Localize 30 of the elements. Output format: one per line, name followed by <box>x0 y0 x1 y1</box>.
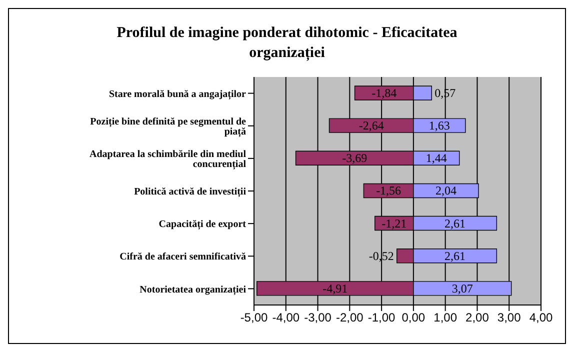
data-label: -1,56 <box>376 184 402 198</box>
data-label: -3,69 <box>342 151 368 166</box>
x-tick-label: 4,00 <box>529 310 553 325</box>
x-tick-label: 1,00 <box>434 310 458 325</box>
x-tick-label: 2,00 <box>466 310 490 325</box>
data-label: -2,64 <box>358 118 384 133</box>
y-tick-label: Adaptarea la schimbările din mediul concurențial <box>90 148 246 170</box>
chart-title: Profilul de imagine ponderat dihotomic - Eficacitatea organizației <box>116 24 458 63</box>
x-tick-label: -4,00 <box>272 310 300 325</box>
y-tick-label: Stare morală bună a angajaților <box>108 88 247 100</box>
y-tick-label: Capacități de export <box>158 219 247 230</box>
x-tick-label: -2,00 <box>336 310 364 325</box>
data-label: -4,91 <box>322 281 348 296</box>
x-tick-label: 3,00 <box>497 310 522 325</box>
y-tick-label: Notorietatea organizației <box>140 284 246 296</box>
data-label: 1,44 <box>426 151 447 166</box>
data-label: 2,61 <box>444 216 466 230</box>
x-tick-label: -3,00 <box>304 310 332 325</box>
data-label: -1,21 <box>382 216 407 230</box>
y-tick-label: Politică activă de investiții <box>134 186 246 198</box>
data-label: 2,04 <box>435 184 456 198</box>
y-tick-label: Cifră de afaceri semnificativă <box>120 252 246 263</box>
x-tick-label: -5,00 <box>240 310 268 325</box>
y-tick-label: Poziție bine definită pe segmentul de piață <box>90 116 247 138</box>
x-tick-label: 0,00 <box>402 310 426 325</box>
data-label: 1,63 <box>428 118 450 133</box>
data-label: -1,84 <box>372 86 397 100</box>
data-label: 3,07 <box>452 281 473 296</box>
x-tick-label: -1,00 <box>368 310 396 325</box>
data-label: 2,61 <box>444 248 466 263</box>
